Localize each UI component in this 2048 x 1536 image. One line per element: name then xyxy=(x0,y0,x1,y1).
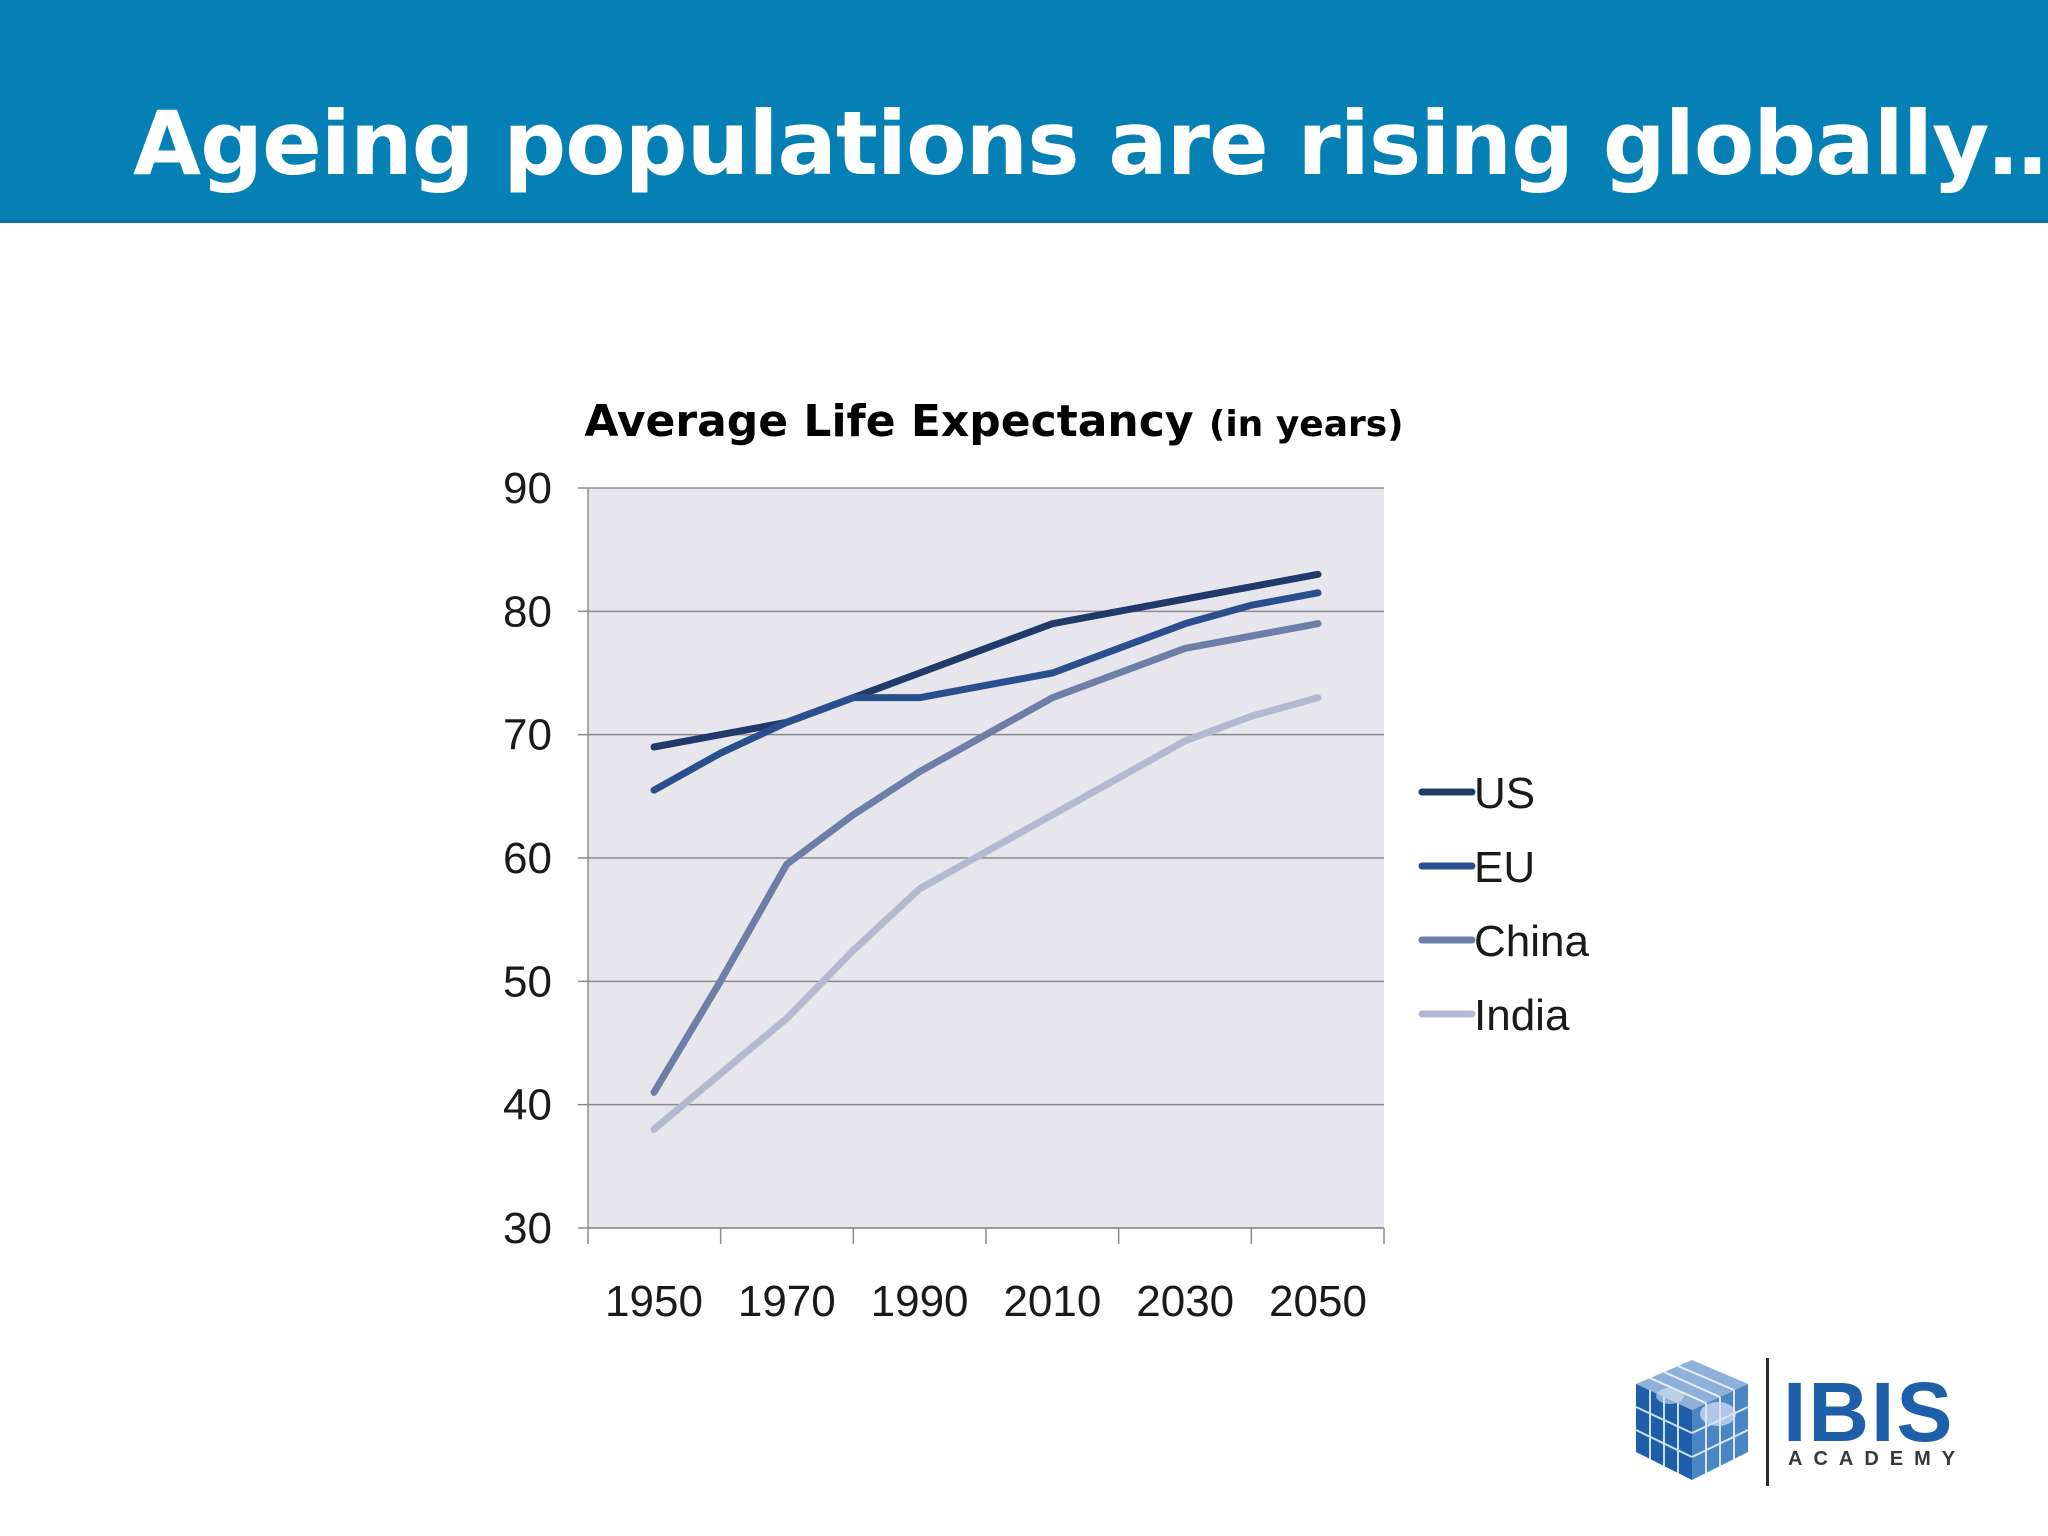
y-tick-label: 90 xyxy=(503,464,552,513)
series-line-eu xyxy=(650,589,1322,794)
legend-label-china: China xyxy=(1474,917,1589,966)
logo-subtitle: ACADEMY xyxy=(1788,1448,1967,1470)
x-tick-label: 1990 xyxy=(871,1277,969,1326)
chart-title-main: Average Life Expectancy xyxy=(584,396,1194,447)
chart-title-unit: (in years) xyxy=(1208,404,1404,445)
slide-title: Ageing populations are rising globally… xyxy=(133,92,2048,195)
logo-wordmark: IBIS xyxy=(1783,1365,1955,1459)
y-tick-label: 50 xyxy=(503,957,552,1006)
banner-divider xyxy=(0,219,2048,223)
x-tick-label: 2050 xyxy=(1269,1277,1367,1326)
legend-label-us: US xyxy=(1474,769,1535,818)
x-tick-label: 2030 xyxy=(1136,1277,1234,1326)
title-banner xyxy=(0,0,2048,223)
y-tick-label: 70 xyxy=(503,711,552,760)
legend-label-eu: EU xyxy=(1474,843,1535,892)
y-tick-label: 30 xyxy=(503,1204,552,1253)
series-line-us xyxy=(650,570,1322,751)
x-tick-label: 1950 xyxy=(605,1277,703,1326)
y-tick-label: 40 xyxy=(503,1081,552,1130)
chart-title: Average Life Expectancy (in years) xyxy=(0,396,2048,447)
series-line-india xyxy=(650,694,1322,1133)
y-tick-label: 80 xyxy=(503,587,552,636)
y-tick-label: 60 xyxy=(503,834,552,883)
logo-divider xyxy=(1766,1358,1769,1486)
x-tick-label: 2010 xyxy=(1003,1277,1101,1326)
x-tick-label: 1970 xyxy=(738,1277,836,1326)
series-line-china xyxy=(650,620,1322,1096)
cube-globe-icon xyxy=(1635,1360,1749,1480)
legend-label-india: India xyxy=(1474,991,1570,1040)
ibis-academy-logo: IBIS ACADEMY xyxy=(1630,1352,2000,1492)
